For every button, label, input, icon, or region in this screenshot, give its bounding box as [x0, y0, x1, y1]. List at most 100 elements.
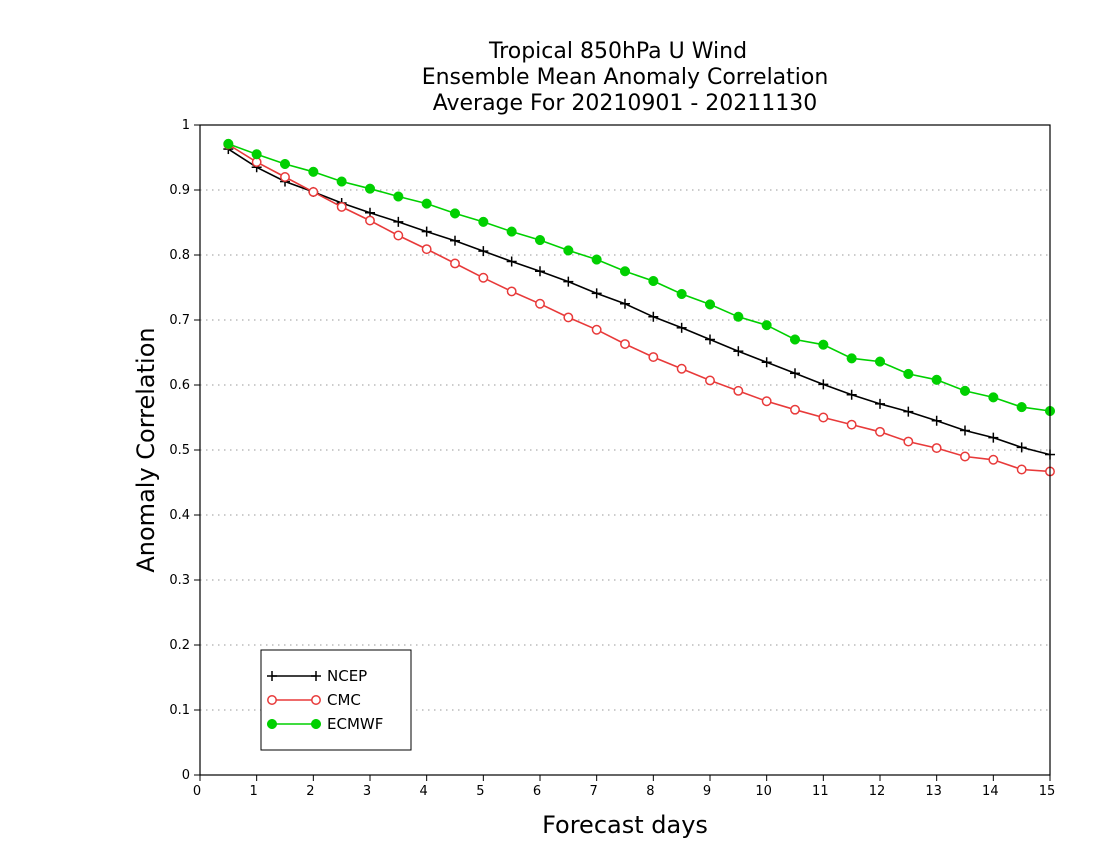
point-plus-marker: [535, 266, 545, 277]
x-tick-label: 0: [193, 784, 201, 799]
point-filled-circle-marker: [874, 356, 886, 367]
point-open-circle-marker: [393, 230, 404, 241]
x-tick-label: 3: [363, 784, 371, 799]
point-plus-marker: [591, 288, 602, 299]
point-filled-circle-marker: [903, 368, 914, 380]
point-open-circle-marker: [506, 286, 517, 297]
point-plus-marker: [393, 216, 404, 227]
x-tick-label: 15: [1039, 784, 1056, 799]
point-filled-circle-marker: [534, 235, 546, 246]
point-plus-marker: [960, 425, 970, 436]
point-open-circle-marker: [733, 385, 744, 396]
point-open-circle-marker: [818, 412, 829, 423]
point-open-circle-marker: [563, 312, 574, 323]
y-tick-label: 0.5: [169, 443, 190, 458]
point-open-circle-marker: [535, 298, 545, 309]
plot-frame: [199, 124, 1051, 776]
point-open-circle-marker: [421, 244, 432, 255]
point-filled-circle-marker: [931, 374, 942, 385]
point-plus-marker: [563, 276, 574, 287]
point-open-circle-marker: [648, 352, 659, 362]
point-open-circle-marker: [676, 363, 687, 374]
point-filled-circle-marker: [619, 266, 631, 277]
point-filled-circle-marker: [591, 254, 602, 265]
point-plus-marker: [818, 379, 829, 390]
y-tick-label: 1: [182, 118, 190, 133]
point-filled-circle-marker: [761, 320, 772, 331]
point-open-circle-marker: [365, 215, 375, 226]
point-plus-marker: [478, 246, 489, 257]
point-filled-circle-marker: [364, 183, 376, 194]
point-plus-marker: [450, 235, 460, 246]
chart-title: Tropical 850hPa U Wind Ensemble Mean Ano…: [422, 39, 829, 116]
point-filled-circle-marker: [449, 208, 461, 219]
x-tick-label: 13: [925, 784, 942, 799]
point-filled-circle-marker: [266, 718, 278, 730]
x-tick-label: 8: [646, 784, 654, 799]
point-plus-marker: [790, 368, 800, 379]
legend-label-cmc: CMC: [327, 691, 361, 709]
y-tick-label: 0.8: [169, 248, 190, 263]
point-filled-circle-marker: [478, 216, 489, 227]
point-open-circle-marker: [478, 272, 489, 283]
point-filled-circle-marker: [506, 226, 517, 237]
point-filled-circle-marker: [563, 245, 574, 256]
legend-label-ecmwf: ECMWF: [327, 715, 383, 733]
point-filled-circle-marker: [648, 275, 659, 287]
x-tick-label: 11: [812, 784, 829, 799]
point-plus-marker: [676, 322, 687, 333]
point-plus-marker: [506, 256, 517, 267]
point-plus-marker: [620, 298, 630, 309]
y-tick-label: 0.1: [169, 703, 190, 718]
point-plus-marker: [875, 398, 885, 409]
point-filled-circle-marker: [959, 385, 971, 396]
point-open-circle-marker: [903, 436, 914, 447]
point-open-circle-marker: [591, 324, 602, 335]
point-open-circle-marker: [308, 187, 319, 197]
point-open-circle-marker: [267, 695, 277, 705]
point-plus-marker: [267, 671, 277, 681]
point-filled-circle-marker: [733, 311, 744, 322]
point-filled-circle-marker: [789, 334, 801, 345]
chart-title-line-1: Tropical 850hPa U Wind: [488, 39, 747, 64]
x-axis-ticks: 0 1 2 3 4 5 6 7 8 9 10 11 12 13 14 15: [193, 775, 1055, 799]
y-tick-label: 0.6: [169, 378, 190, 393]
legend-item-ecmwf: ECMWF: [266, 715, 383, 733]
y-tick-label: 0.7: [169, 313, 190, 328]
x-tick-label: 4: [420, 784, 428, 799]
x-axis-title: Forecast days: [542, 811, 708, 839]
point-filled-circle-marker: [336, 176, 347, 187]
legend-label-ncep: NCEP: [327, 667, 367, 685]
x-tick-label: 12: [869, 784, 886, 799]
point-open-circle-marker: [960, 451, 970, 462]
y-tick-label: 0.4: [169, 508, 190, 523]
point-filled-circle-marker: [310, 718, 322, 730]
point-open-circle-marker: [931, 443, 942, 453]
point-plus-marker: [648, 311, 659, 322]
x-tick-label: 14: [982, 784, 999, 799]
point-filled-circle-marker: [393, 191, 404, 202]
point-open-circle-marker: [705, 375, 715, 386]
point-plus-marker: [1016, 442, 1027, 453]
point-plus-marker: [931, 415, 942, 426]
point-filled-circle-marker: [421, 198, 432, 209]
chart-title-line-2: Ensemble Mean Anomaly Correlation: [422, 65, 829, 90]
point-filled-circle-marker: [846, 353, 857, 364]
point-plus-marker: [311, 671, 321, 681]
legend-item-cmc: CMC: [267, 691, 361, 709]
point-filled-circle-marker: [1016, 402, 1027, 413]
legend-item-ncep: NCEP: [267, 667, 367, 685]
x-tick-label: 6: [533, 784, 541, 799]
series-ecmwf: [223, 138, 1056, 417]
y-axis-ticks: 0 0.1 0.2 0.3 0.4 0.5 0.6 0.7 0.8 0.9 1: [169, 118, 200, 783]
x-tick-label: 9: [703, 784, 711, 799]
y-tick-label: 0: [182, 768, 190, 783]
point-open-circle-marker: [450, 258, 460, 269]
point-filled-circle-marker: [704, 299, 716, 310]
point-plus-marker: [846, 389, 857, 400]
legend: NCEP CMC ECMWF: [260, 649, 412, 751]
x-tick-label: 7: [590, 784, 598, 799]
series-cmc: [223, 139, 1055, 477]
